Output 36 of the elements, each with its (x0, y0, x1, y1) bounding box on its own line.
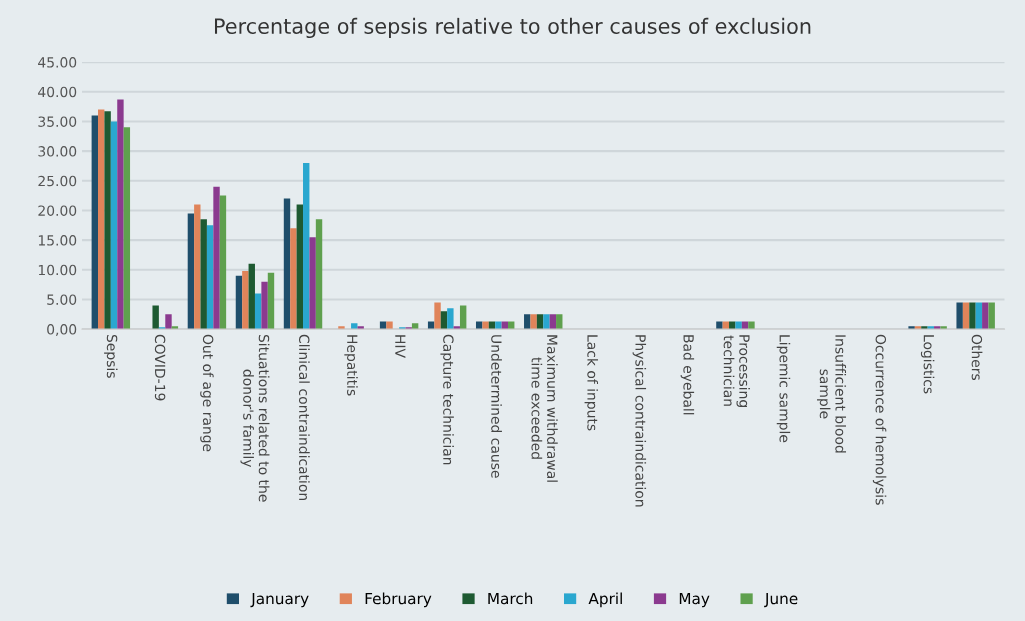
x-tick-label: Bad eyeball (680, 335, 695, 415)
y-tick-label: 45.00 (38, 57, 77, 68)
x-tick-label: Hepatitis (344, 335, 358, 396)
x-tick-label: Out of age range (200, 334, 214, 452)
x-tick-label: Physical contraindication (632, 335, 647, 507)
x-tick-label: Clinical contraindication (298, 334, 310, 500)
y-tick-label: 25.00 (38, 175, 77, 187)
y-tick-label: 0,00 (47, 324, 77, 337)
legend-label: June (764, 592, 798, 608)
y-tick-label: 40.00 (38, 86, 77, 98)
x-tick-label: Lack of inputs (584, 335, 599, 431)
x-tick-label: Occurrence of hemolysis (872, 334, 887, 505)
x-tick-label: Maximum withdrawal time exceeded (531, 335, 558, 482)
x-tick-label: Others (971, 334, 983, 380)
chart-title: Percentage of sepsis relative to other causes of exclusion (215, 17, 811, 39)
x-tick-label: Processing technician (723, 335, 750, 407)
x-tick-label: Capture technician (440, 334, 454, 465)
legend-label: January (250, 592, 309, 608)
y-tick-label: 10.00 (38, 264, 77, 276)
legend-label: February (365, 592, 432, 608)
x-tick-label: HIV (395, 335, 406, 358)
x-tick-label: Situations related to the donor's family (240, 334, 270, 502)
legend-label: March (488, 592, 533, 605)
x-tick-label: Insufficient blood sample (817, 335, 847, 453)
x-tick-label: COVID-19 (154, 334, 166, 401)
x-tick-label: Logistics (920, 335, 935, 394)
x-tick-label: Sepsis (104, 334, 118, 378)
legend-label: April (588, 592, 622, 608)
x-tick-label: Lipemic sample (776, 335, 791, 443)
y-tick-label: 30.00 (38, 146, 77, 157)
y-tick-label: 15.00 (38, 235, 77, 246)
y-tick-label: 5.00 (47, 294, 77, 305)
legend-label: May (679, 592, 710, 608)
y-tick-label: 35.00 (38, 116, 77, 127)
x-tick-label: Undetermined cause (491, 335, 502, 478)
y-tick-label: 20.00 (38, 205, 77, 216)
